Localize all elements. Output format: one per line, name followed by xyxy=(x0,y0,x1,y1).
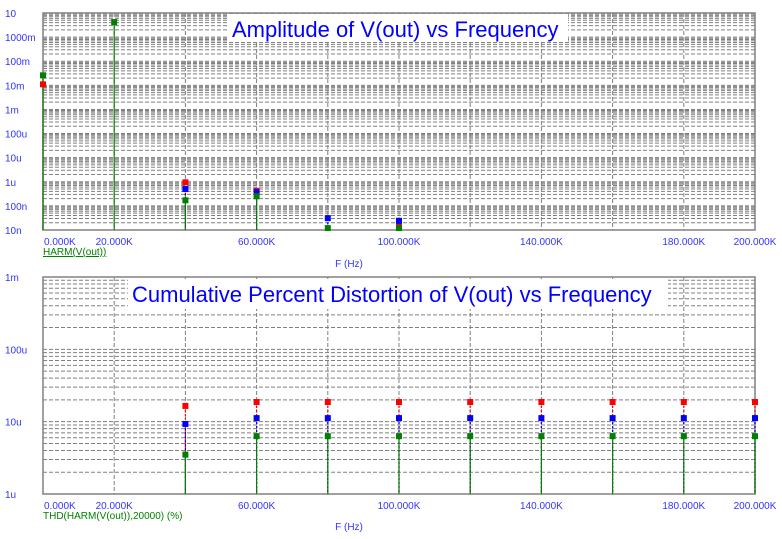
y-tick-label: 10n xyxy=(5,226,22,237)
x-tick-label: 0.000K xyxy=(44,501,76,512)
data-point-marker xyxy=(182,420,189,427)
x-axis-label: F (Hz) xyxy=(335,522,363,533)
data-point-marker xyxy=(396,220,402,227)
x-tick-label: 140.000K xyxy=(520,237,563,248)
x-axis-label: F (Hz) xyxy=(335,259,363,270)
y-tick-label: 1u xyxy=(5,178,16,189)
data-point-marker xyxy=(182,179,189,186)
data-point-marker xyxy=(538,399,545,406)
x-tick-label: 0.000K xyxy=(44,237,76,248)
data-point-marker xyxy=(752,433,758,440)
data-point-marker xyxy=(538,415,545,422)
chart-thd: Cumulative Percent Distortion of V(out) … xyxy=(5,273,777,533)
x-tick-label: 60.000K xyxy=(238,501,276,512)
data-point-marker xyxy=(467,415,474,422)
data-point-marker xyxy=(253,415,260,422)
title-background xyxy=(228,14,568,42)
y-tick-label: 10u xyxy=(5,418,22,429)
data-point-marker xyxy=(324,215,331,222)
x-tick-label: 60.000K xyxy=(238,237,276,248)
y-tick-label: 1m xyxy=(5,105,19,116)
data-point-marker xyxy=(182,402,189,409)
y-tick-label: 10 xyxy=(5,9,17,20)
y-tick-label: 10u xyxy=(5,154,22,165)
data-point-marker xyxy=(609,433,616,440)
data-point-marker xyxy=(324,225,331,232)
y-tick-label: 100u xyxy=(5,130,27,141)
y-tick-label: 100m xyxy=(5,57,30,68)
data-point-marker xyxy=(680,415,687,422)
x-tick-label: 100.000K xyxy=(378,501,421,512)
data-point-marker xyxy=(40,81,46,88)
data-point-marker xyxy=(396,433,402,440)
data-point-marker xyxy=(324,433,331,440)
legend-label: THD(HARM(V(out)),20000) (%) xyxy=(43,511,182,522)
x-tick-label: 100.000K xyxy=(378,237,421,248)
data-point-marker xyxy=(253,399,260,406)
data-point-marker xyxy=(396,415,402,422)
data-point-marker xyxy=(182,197,189,204)
chart-title: Amplitude of V(out) vs Frequency xyxy=(232,17,558,42)
chart-title: Cumulative Percent Distortion of V(out) … xyxy=(132,282,652,307)
data-point-marker xyxy=(467,399,474,406)
data-point-marker xyxy=(182,451,189,458)
x-tick-label: 180.000K xyxy=(662,237,705,248)
data-point-marker xyxy=(396,225,402,232)
data-point-marker xyxy=(609,415,616,422)
data-point-marker xyxy=(467,433,474,440)
x-tick-label: 180.000K xyxy=(662,501,705,512)
data-point-marker xyxy=(680,399,687,406)
data-point-marker xyxy=(40,72,46,79)
data-point-marker xyxy=(752,415,758,422)
data-point-marker xyxy=(253,193,260,200)
y-tick-label: 1u xyxy=(5,490,16,501)
data-point-marker xyxy=(752,399,758,406)
y-tick-label: 10m xyxy=(5,81,24,92)
data-point-marker xyxy=(538,433,545,440)
data-point-marker xyxy=(324,399,331,406)
chart-amplitude: Amplitude of V(out) vs Frequency 10 1000m 1… xyxy=(5,9,777,270)
x-tick-label: 20.000K xyxy=(96,237,134,248)
legend-label: HARM(V(out)) xyxy=(43,247,106,258)
data-point-marker xyxy=(396,399,402,406)
y-tick-label: 1000m xyxy=(5,33,36,44)
data-point-marker xyxy=(609,399,616,406)
data-point-marker xyxy=(182,186,189,193)
title-background xyxy=(128,279,668,309)
y-tick-label: 100u xyxy=(5,345,27,356)
x-tick-label: 200.000K xyxy=(734,237,777,248)
data-point-marker xyxy=(111,19,118,26)
y-tick-label: 100n xyxy=(5,202,27,213)
data-point-marker xyxy=(253,433,260,440)
data-point-marker xyxy=(680,433,687,440)
x-tick-label: 140.000K xyxy=(520,501,563,512)
data-point-marker xyxy=(324,415,331,422)
data-point-marker xyxy=(253,189,260,196)
x-tick-label: 200.000K xyxy=(734,501,777,512)
data-point-marker xyxy=(396,217,402,224)
x-tick-label: 20.000K xyxy=(96,501,134,512)
y-tick-label: 1m xyxy=(5,273,19,284)
